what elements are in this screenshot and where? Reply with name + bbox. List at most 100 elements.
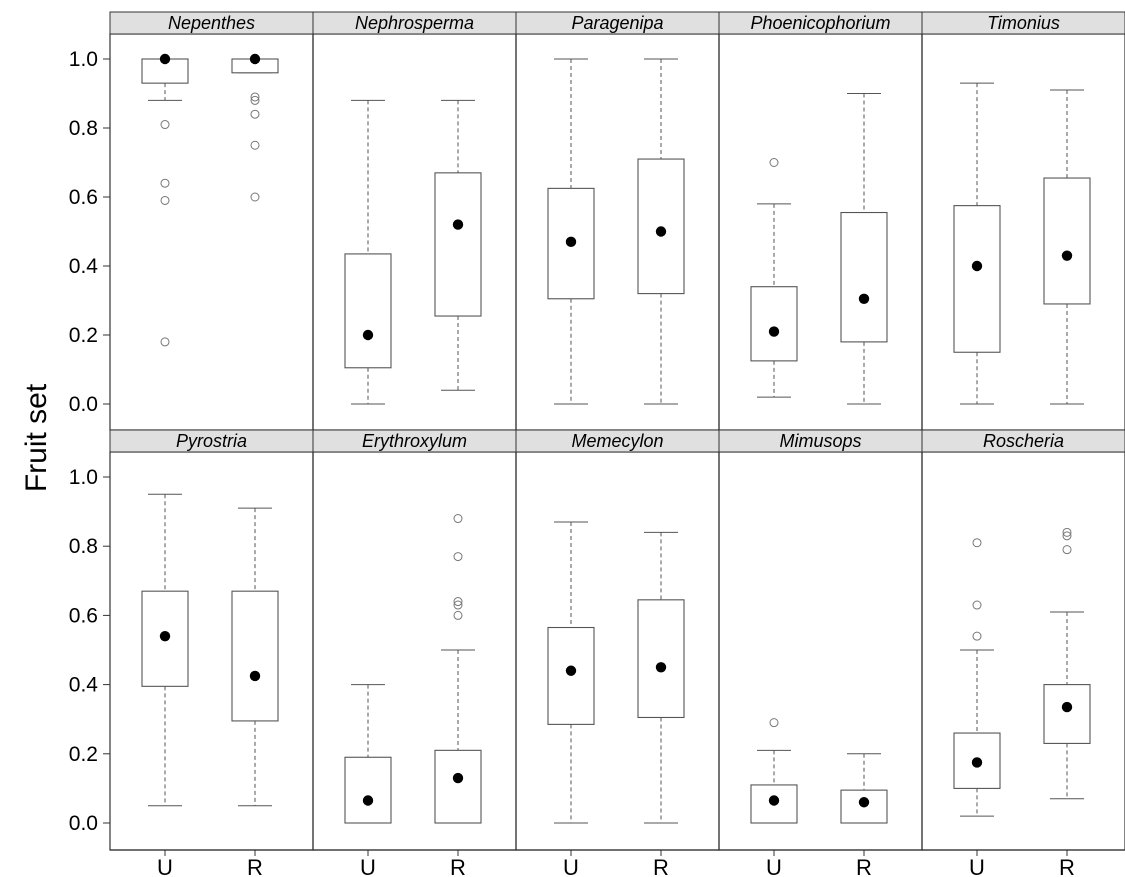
panel-frame — [312, 451, 517, 851]
strip-label: Memecylon — [571, 431, 663, 451]
panel-frame — [718, 451, 923, 851]
y-tick-label: 0.0 — [69, 393, 98, 416]
mean-point — [1061, 701, 1073, 713]
box-U — [953, 538, 1001, 817]
outlier-point — [972, 631, 982, 641]
outlier-point — [1062, 545, 1072, 555]
mean-point — [655, 226, 667, 237]
panel-frame — [515, 33, 720, 431]
mean-point — [565, 665, 577, 676]
outlier-point — [1062, 527, 1072, 537]
panel-mimusops: Mimusops — [718, 429, 923, 824]
box-body — [1043, 177, 1091, 305]
box-body — [750, 286, 798, 362]
outlier-point — [250, 192, 260, 202]
outlier-point — [769, 718, 779, 728]
box-R — [1043, 89, 1091, 405]
mean-point — [768, 326, 780, 337]
panel-timonius: Timonius — [921, 11, 1125, 405]
panel-frame — [921, 33, 1125, 431]
box-R — [231, 53, 279, 202]
panel-frame — [515, 451, 720, 851]
mean-point — [452, 772, 464, 784]
mean-point — [1061, 250, 1073, 261]
box-U — [547, 521, 595, 824]
outlier-point — [160, 120, 170, 130]
box-R — [637, 58, 685, 405]
y-tick-label: 0.4 — [69, 674, 99, 697]
mean-point — [249, 53, 261, 65]
box-body — [840, 211, 888, 343]
box-body — [344, 756, 392, 824]
box-body — [434, 172, 482, 317]
mean-point — [249, 670, 261, 682]
y-tick-label: 0.2 — [69, 324, 98, 347]
x-tick-label: R — [1059, 855, 1075, 877]
strip-label: Timonius — [987, 13, 1060, 33]
y-tick-label: 0.6 — [69, 186, 98, 209]
x-tick-label: U — [969, 855, 985, 877]
box-body — [141, 58, 189, 84]
panel-frame — [718, 33, 923, 431]
y-tick-label: 0.6 — [69, 604, 98, 627]
panel-phoenicophorium: Phoenicophorium — [718, 11, 923, 405]
box-body — [953, 205, 1001, 353]
outlier-point — [453, 600, 463, 610]
box-U — [953, 82, 1001, 405]
strip-header — [921, 11, 1125, 35]
panel-memecylon: Memecylon — [515, 429, 720, 824]
strip-label: Pyrostria — [176, 431, 247, 451]
strip-label: Nephrosperma — [355, 13, 474, 33]
box-U — [141, 493, 189, 807]
mean-point — [362, 795, 374, 806]
box-body — [231, 590, 279, 722]
box-R — [1043, 527, 1091, 800]
outlier-point — [160, 195, 170, 205]
panel-contents: Nepenthes Nephrosperma Paragenipa Phoenicop… — [109, 11, 1125, 824]
mean-point — [362, 329, 374, 341]
box-R — [434, 99, 482, 391]
panel-frame — [109, 33, 314, 431]
outlier-point — [1062, 531, 1072, 541]
mean-point — [971, 757, 983, 768]
y-tick-label: 0.2 — [69, 743, 98, 766]
outlier-point — [160, 178, 170, 188]
outlier-point — [250, 92, 260, 102]
y-tick-label: 1.0 — [69, 48, 98, 71]
x-tick-label: U — [563, 855, 579, 877]
y-tick-label: 0.4 — [69, 255, 99, 278]
panel-frame — [312, 33, 517, 431]
box-U — [141, 53, 189, 347]
mean-point — [452, 219, 464, 230]
panel-paragenipa: Paragenipa — [515, 11, 720, 405]
outlier-point — [453, 514, 463, 524]
x-tick-label: U — [157, 855, 173, 877]
outlier-point — [453, 552, 463, 562]
box-body — [637, 599, 685, 719]
x-tick-label: R — [653, 855, 669, 877]
box-R — [231, 507, 279, 807]
box-U — [547, 58, 595, 405]
box-U — [750, 718, 798, 824]
mean-point — [768, 795, 780, 806]
mean-point — [858, 797, 870, 808]
panel-nephrosperma: Nephrosperma — [312, 11, 517, 405]
outlier-point — [769, 158, 779, 167]
x-tick-label: R — [247, 855, 263, 877]
strip-label: Roscheria — [983, 431, 1064, 451]
outlier-point — [160, 337, 170, 347]
box-body — [344, 253, 392, 369]
y-tick-label: 0.0 — [69, 812, 98, 835]
outlier-point — [250, 140, 260, 150]
strip-header — [921, 429, 1125, 453]
box-U — [344, 684, 392, 824]
panel-nepenthes: Nepenthes — [109, 11, 314, 347]
panel-frame — [109, 451, 314, 851]
mean-point — [159, 630, 171, 642]
mean-point — [159, 53, 171, 65]
box-R — [840, 93, 888, 405]
panel-pyrostria: Pyrostria — [109, 429, 314, 807]
